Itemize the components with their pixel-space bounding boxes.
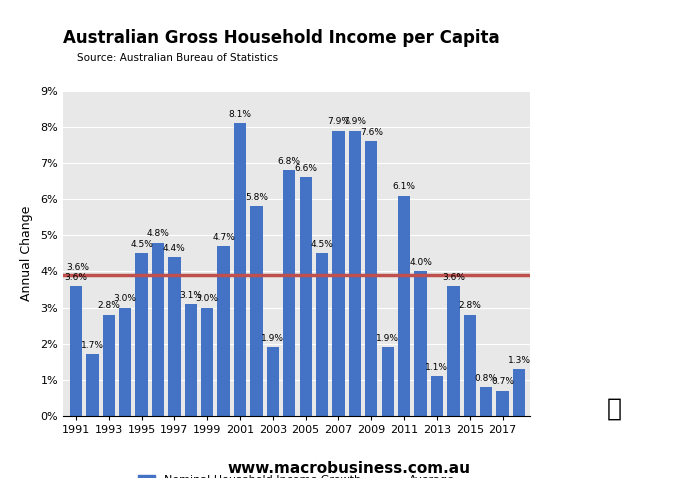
Bar — [431, 376, 443, 416]
Bar — [513, 369, 525, 416]
Text: 3.0%: 3.0% — [114, 294, 137, 303]
Bar — [382, 347, 394, 416]
Text: 3.6%: 3.6% — [442, 272, 465, 282]
Text: 🦊: 🦊 — [607, 397, 622, 421]
Text: 6.8%: 6.8% — [278, 157, 301, 166]
Text: 6.6%: 6.6% — [294, 164, 317, 173]
Bar — [218, 246, 230, 416]
Bar — [185, 304, 197, 416]
Text: 0.7%: 0.7% — [491, 377, 514, 386]
Text: 1.3%: 1.3% — [507, 356, 530, 365]
Bar — [234, 123, 246, 416]
Text: 7.9%: 7.9% — [343, 117, 366, 126]
Bar — [267, 347, 279, 416]
Bar — [251, 206, 262, 416]
Text: 3.6%: 3.6% — [64, 272, 87, 282]
Text: 7.6%: 7.6% — [359, 128, 383, 137]
Text: 8.1%: 8.1% — [228, 110, 251, 119]
Bar — [316, 253, 328, 416]
Text: 4.0%: 4.0% — [409, 258, 432, 267]
Text: 1.1%: 1.1% — [426, 363, 448, 372]
Text: 1.7%: 1.7% — [81, 341, 104, 350]
Bar — [480, 387, 492, 416]
Bar — [299, 177, 312, 416]
Bar — [283, 170, 295, 416]
Bar — [349, 130, 361, 416]
Text: Source: Australian Bureau of Statistics: Source: Australian Bureau of Statistics — [77, 53, 278, 63]
Bar — [398, 196, 410, 416]
Bar — [119, 307, 131, 416]
Y-axis label: Annual Change: Annual Change — [20, 206, 34, 301]
Text: 1.9%: 1.9% — [261, 334, 284, 343]
Bar — [496, 391, 509, 416]
Bar — [103, 315, 115, 416]
Bar — [365, 141, 378, 416]
Text: 4.8%: 4.8% — [147, 229, 170, 238]
Bar — [447, 286, 459, 416]
Bar — [415, 272, 426, 416]
Legend: Nominal Household Income Growth, Average: Nominal Household Income Growth, Average — [134, 470, 459, 478]
Bar — [463, 315, 476, 416]
Text: 5.8%: 5.8% — [245, 193, 268, 202]
Bar — [152, 242, 164, 416]
Text: 4.5%: 4.5% — [130, 240, 153, 249]
Text: BUSINESS: BUSINESS — [560, 76, 661, 95]
Text: Australian Gross Household Income per Capita: Australian Gross Household Income per Ca… — [63, 29, 500, 47]
Bar — [135, 253, 148, 416]
Text: 1.9%: 1.9% — [376, 334, 399, 343]
Text: 2.8%: 2.8% — [97, 302, 120, 310]
Text: MACRO: MACRO — [574, 43, 648, 62]
Text: 2.8%: 2.8% — [459, 302, 481, 310]
Bar — [168, 257, 181, 416]
Text: 3.1%: 3.1% — [179, 291, 202, 300]
Text: 3.6%: 3.6% — [66, 263, 89, 272]
Text: 4.4%: 4.4% — [163, 244, 186, 252]
Text: 3.0%: 3.0% — [195, 294, 218, 303]
Bar — [87, 355, 98, 416]
Text: 7.9%: 7.9% — [327, 117, 350, 126]
Bar — [332, 130, 345, 416]
Text: 0.8%: 0.8% — [475, 374, 498, 382]
Text: 4.5%: 4.5% — [311, 240, 334, 249]
Bar — [70, 286, 82, 416]
Text: www.macrobusiness.com.au: www.macrobusiness.com.au — [228, 461, 470, 476]
Bar — [201, 307, 214, 416]
Text: 4.7%: 4.7% — [212, 233, 235, 242]
Text: 6.1%: 6.1% — [393, 182, 415, 191]
